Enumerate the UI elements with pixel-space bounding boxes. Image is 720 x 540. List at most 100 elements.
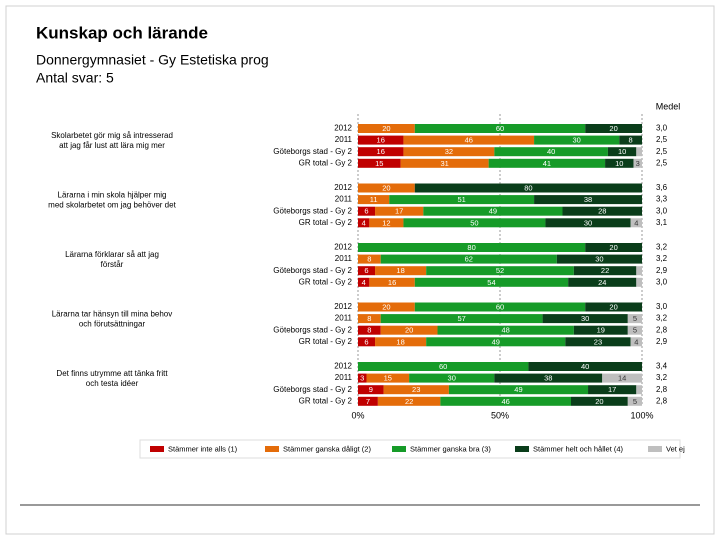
bar-segment [358, 396, 378, 406]
bar-segment [440, 396, 571, 406]
legend-swatch [392, 446, 406, 452]
bar-value-label: 40 [581, 362, 589, 371]
row-label: GR total - Gy 2 [299, 218, 353, 227]
medel-value: 2,9 [656, 266, 668, 275]
bar-value-label: 15 [375, 159, 383, 168]
legend-label: Stämmer ganska dåligt (2) [283, 444, 371, 453]
bar-value-label: 6 [364, 266, 368, 275]
medel-value: 2,8 [656, 325, 668, 334]
bar-value-label: 4 [634, 337, 638, 346]
bar-segment [414, 302, 586, 312]
bar-segment [358, 373, 367, 383]
bar-value-label: 20 [382, 183, 390, 192]
row-label: 2011 [335, 135, 353, 144]
bar-value-label: 20 [609, 243, 617, 252]
bar-segment [383, 385, 449, 395]
note: Antal svar: 5 [36, 70, 114, 86]
bar-value-label: 20 [609, 124, 617, 133]
bar-segment [630, 218, 642, 228]
bar-segment [534, 195, 642, 205]
medel-value: 3,2 [656, 373, 668, 382]
bar-segment [605, 158, 634, 168]
medel-value: 3,2 [656, 254, 668, 263]
bar-value-label: 80 [467, 243, 475, 252]
bar-value-label: 38 [544, 374, 552, 383]
bar-value-label: 14 [618, 374, 626, 383]
bar-segment [545, 218, 631, 228]
medel-value: 3,6 [656, 183, 668, 192]
bar-segment [358, 218, 370, 228]
medel-value: 3,4 [656, 362, 668, 371]
row-label: Göteborgs stad - Gy 2 [273, 325, 352, 334]
medel-value: 3,2 [656, 243, 668, 252]
bar-value-label: 40 [547, 147, 555, 156]
bar-segment [414, 277, 569, 287]
bar-value-label: 60 [439, 362, 447, 371]
bar-value-label: 23 [412, 385, 420, 394]
bar-value-label: 16 [377, 147, 385, 156]
bar-segment [437, 325, 574, 335]
legend-label: Vet ej [666, 444, 685, 453]
bar-value-label: 60 [496, 302, 504, 311]
bar-segment [358, 195, 390, 205]
bar-segment [585, 124, 642, 133]
medel-value: 3,0 [656, 206, 668, 215]
group-label: Lärarna förklarar så att jag förstår [65, 250, 159, 269]
bar-value-label: 23 [594, 337, 602, 346]
bar-segment [375, 337, 427, 347]
bar-value-label: 17 [395, 207, 403, 216]
bar-segment [358, 325, 381, 335]
bar-segment [414, 183, 642, 193]
bar-segment [636, 277, 642, 287]
bar-value-label: 16 [377, 136, 385, 145]
medel-value: 2,8 [656, 385, 668, 394]
bar-segment [358, 206, 376, 216]
bar-value-label: 8 [367, 326, 371, 335]
bar-value-label: 8 [629, 136, 633, 145]
bar-segment [636, 147, 642, 157]
bar-segment [358, 385, 384, 395]
bar-segment [400, 158, 489, 168]
bar-value-label: 41 [543, 159, 551, 168]
bar-value-label: 6 [364, 337, 368, 346]
bar-segment [358, 183, 415, 193]
legend-swatch [265, 446, 279, 452]
bar-segment [494, 373, 603, 383]
row-label: 2012 [334, 243, 352, 252]
bar-value-label: 5 [633, 397, 637, 406]
medel-value: 3,0 [656, 302, 668, 311]
row-label: 2011 [335, 314, 353, 323]
bar-value-label: 46 [465, 136, 473, 145]
bar-segment [556, 254, 642, 264]
bar-segment [627, 325, 642, 335]
bar-value-label: 5 [633, 326, 637, 335]
medel-value: 3,3 [656, 195, 668, 204]
bar-value-label: 4 [634, 218, 638, 227]
bar-value-label: 4 [362, 278, 366, 287]
legend-label: Stämmer inte alls (1) [168, 444, 238, 453]
medel-value: 2,9 [656, 337, 668, 346]
legend-swatch [515, 446, 529, 452]
bar-value-label: 30 [584, 218, 592, 227]
bar-value-label: 15 [384, 374, 392, 383]
legend-box [139, 439, 681, 459]
bar-segment [534, 135, 620, 145]
row-label: GR total - Gy 2 [299, 396, 353, 405]
bar-segment [358, 302, 415, 312]
bar-segment [358, 135, 404, 145]
bar-value-label: 30 [595, 255, 603, 264]
medel-value: 2,5 [656, 147, 668, 156]
bar-segment [375, 266, 427, 276]
subtitle: Donnergymnasiet - Gy Estetiska prog [36, 52, 269, 68]
medel-value: 3,2 [656, 314, 668, 323]
bar-value-label: 22 [601, 266, 609, 275]
bar-segment [588, 385, 637, 395]
bar-segment [369, 218, 404, 228]
row-label: 2012 [334, 124, 352, 133]
bar-value-label: 20 [609, 302, 617, 311]
bar-value-label: 48 [502, 326, 510, 335]
bar-segment [423, 206, 563, 216]
bar-segment [488, 158, 606, 168]
bar-value-label: 30 [573, 136, 581, 145]
bar-segment [573, 325, 628, 335]
